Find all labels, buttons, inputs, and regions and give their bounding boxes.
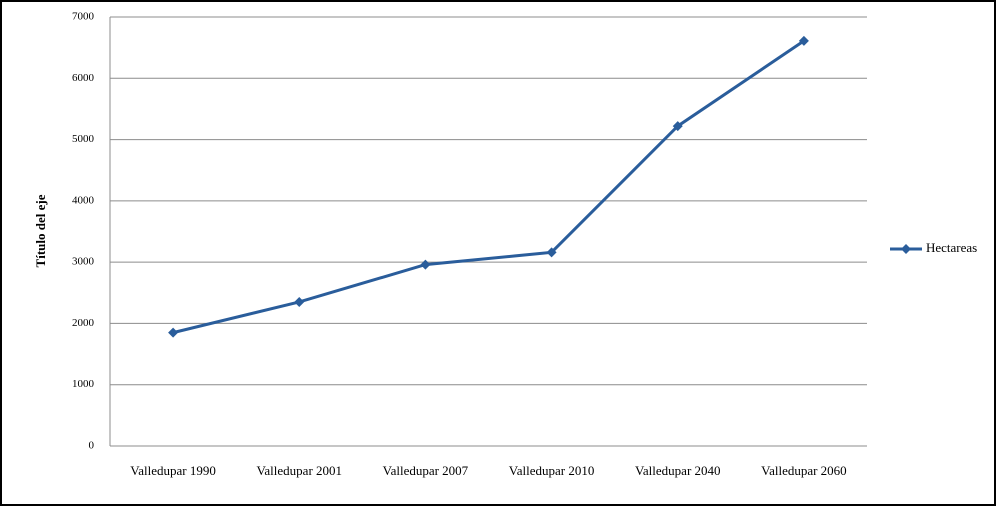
y-tick-label: 2000 <box>72 317 95 329</box>
x-tick-label: Valledupar 2010 <box>509 463 595 478</box>
y-tick-label: 0 <box>89 440 95 452</box>
point-marker <box>294 296 305 307</box>
y-axis-label: Título del eje <box>33 194 48 267</box>
x-tick-label: Valledupar 1990 <box>130 463 216 478</box>
point-marker <box>798 35 809 46</box>
y-tick-label: 6000 <box>72 72 95 84</box>
point-marker <box>420 259 431 270</box>
y-tick-label: 5000 <box>72 133 95 145</box>
point-marker <box>546 247 557 258</box>
series-line <box>172 39 805 335</box>
point-marker <box>168 327 179 338</box>
x-tick-label: Valledupar 2007 <box>383 463 469 478</box>
y-tick-label: 7000 <box>72 11 95 23</box>
point-marker <box>672 121 683 132</box>
x-tick-label: Valledupar 2040 <box>635 463 721 478</box>
y-tick-label: 1000 <box>72 378 95 390</box>
y-tick-label: 4000 <box>72 194 95 206</box>
x-tick-label: Valledupar 2060 <box>761 463 847 478</box>
x-tick-label: Valledupar 2001 <box>256 463 342 478</box>
legend-marker <box>901 244 911 254</box>
y-tick-label: 3000 <box>72 256 95 268</box>
legend-label: Hectareas <box>926 240 977 255</box>
